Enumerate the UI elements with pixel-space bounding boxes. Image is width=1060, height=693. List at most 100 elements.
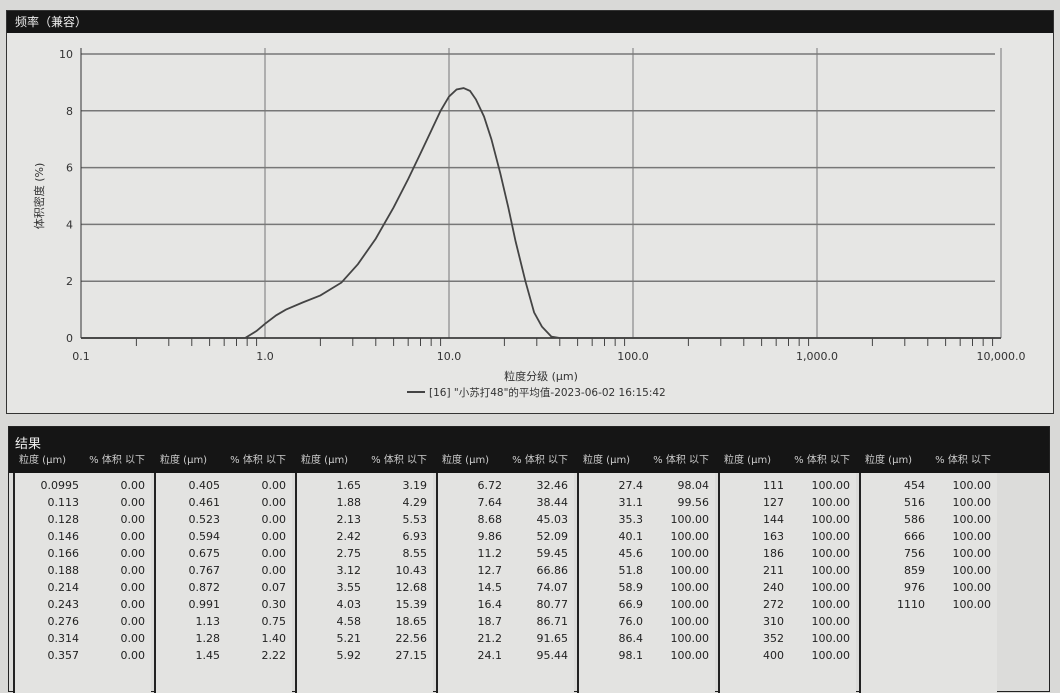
size-cell: 0.405 — [188, 479, 221, 492]
table-row: 756 100.00 — [861, 545, 997, 562]
size-cell: 12.7 — [477, 564, 503, 577]
volume-pct-cell: 74.07 — [536, 581, 569, 594]
table-row: 8.68 45.03 — [438, 511, 574, 528]
size-cell: 11.2 — [477, 547, 503, 560]
volume-pct-cell: 22.56 — [395, 632, 428, 645]
table-row: 211 100.00 — [720, 562, 856, 579]
pct-header: % 体积 以下 — [371, 455, 427, 466]
size-cell: 40.1 — [618, 530, 644, 543]
size-cell: 16.4 — [477, 598, 503, 611]
x-tick-label: 1,000.0 — [796, 350, 838, 363]
size-cell: 1110 — [897, 598, 925, 611]
volume-pct-cell: 0.00 — [120, 530, 146, 543]
volume-pct-cell: 100.00 — [811, 496, 851, 509]
size-cell: 1.65 — [336, 479, 362, 492]
size-cell: 0.0995 — [40, 479, 80, 492]
volume-pct-cell: 0.00 — [261, 564, 287, 577]
y-axis-label: 体积密度 (%) — [32, 163, 46, 230]
table-row: 186 100.00 — [720, 545, 856, 562]
volume-pct-cell: 4.29 — [402, 496, 428, 509]
size-header: 粒度 (μm) — [301, 455, 349, 466]
size-cell: 5.21 — [336, 632, 362, 645]
volume-pct-cell: 100.00 — [670, 598, 710, 611]
table-row: 45.6 100.00 — [579, 545, 715, 562]
table-row: 21.2 91.65 — [438, 630, 574, 647]
table-row: 454 100.00 — [861, 477, 997, 494]
volume-pct-cell: 15.39 — [395, 598, 428, 611]
size-cell: 3.55 — [336, 581, 362, 594]
column-group-header: 粒度 (μm) % 体积 以下 — [295, 449, 433, 473]
volume-pct-cell: 0.00 — [120, 615, 146, 628]
table-row: 58.9 100.00 — [579, 579, 715, 596]
volume-pct-cell: 100.00 — [952, 598, 992, 611]
chart-panel: 频率（兼容） 0 2 4 6 8 10 0.1 1.0 10.0 100.0 1,000.0 10,0… — [6, 10, 1054, 414]
table-row: 66.9 100.00 — [579, 596, 715, 613]
size-cell: 45.6 — [618, 547, 644, 560]
table-row: 5.21 22.56 — [297, 630, 433, 647]
table-row: 4.58 18.65 — [297, 613, 433, 630]
table-row: 0.146 0.00 — [15, 528, 151, 545]
size-cell: 2.75 — [336, 547, 362, 560]
volume-pct-cell: 100.00 — [952, 530, 992, 543]
size-header: 粒度 (μm) — [583, 455, 631, 466]
volume-pct-cell: 66.86 — [536, 564, 569, 577]
column-group-header: 粒度 (μm) % 体积 以下 — [436, 449, 574, 473]
volume-pct-cell: 100.00 — [670, 649, 710, 662]
pct-header: % 体积 以下 — [512, 455, 568, 466]
size-cell: 0.188 — [47, 564, 80, 577]
volume-pct-cell: 100.00 — [811, 479, 851, 492]
table-row: 0.276 0.00 — [15, 613, 151, 630]
table-row: 127 100.00 — [720, 494, 856, 511]
x-axis-label: 粒度分级 (μm) — [504, 369, 578, 383]
volume-pct-cell: 0.00 — [120, 564, 146, 577]
y-tick-label: 8 — [66, 105, 73, 118]
table-row: 2.42 6.93 — [297, 528, 433, 545]
results-column-group: 111 100.00 127 100.00 144 100.00 163 100.00 186 1… — [718, 473, 856, 693]
volume-pct-cell: 86.71 — [536, 615, 569, 628]
volume-pct-cell: 27.15 — [395, 649, 428, 662]
size-cell: 0.357 — [47, 649, 80, 662]
results-column-group: 0.0995 0.00 0.113 0.00 0.128 0.00 0.146 0.00 0.1… — [13, 473, 151, 693]
size-header: 粒度 (μm) — [724, 455, 772, 466]
size-cell: 1.88 — [336, 496, 362, 509]
y-tick-label: 6 — [66, 162, 73, 175]
x-tick-label: 1.0 — [256, 350, 274, 363]
table-row: 1.88 4.29 — [297, 494, 433, 511]
table-row: 1110 100.00 — [861, 596, 997, 613]
table-row: 16.4 80.77 — [438, 596, 574, 613]
table-row: 0.594 0.00 — [156, 528, 292, 545]
size-cell: 76.0 — [618, 615, 644, 628]
volume-pct-cell: 0.00 — [120, 547, 146, 560]
table-row: 11.2 59.45 — [438, 545, 574, 562]
table-row: 51.8 100.00 — [579, 562, 715, 579]
table-row: 859 100.00 — [861, 562, 997, 579]
results-column-group: 1.65 3.19 1.88 4.29 2.13 5.53 2.42 6.93 2.75 8.55… — [295, 473, 433, 693]
size-cell: 0.523 — [188, 513, 221, 526]
column-headers: 粒度 (μm) % 体积 以下 — [718, 449, 856, 473]
column-group-header: 粒度 (μm) % 体积 以下 — [154, 449, 292, 473]
size-cell: 0.214 — [47, 581, 80, 594]
volume-pct-cell: 0.07 — [261, 581, 287, 594]
table-row: 0.128 0.00 — [15, 511, 151, 528]
column-headers: 粒度 (μm) % 体积 以下 — [13, 449, 151, 473]
pct-header: % 体积 以下 — [794, 455, 850, 466]
table-row: 6.72 32.46 — [438, 477, 574, 494]
size-cell: 976 — [904, 581, 925, 594]
size-cell: 1.13 — [195, 615, 221, 628]
size-cell: 21.2 — [477, 632, 503, 645]
size-cell: 310 — [763, 615, 784, 628]
size-header: 粒度 (μm) — [19, 455, 67, 466]
size-cell: 2.42 — [336, 530, 362, 543]
table-row: 3.12 10.43 — [297, 562, 433, 579]
size-cell: 66.9 — [618, 598, 644, 611]
pct-header: % 体积 以下 — [653, 455, 709, 466]
volume-pct-cell: 100.00 — [952, 496, 992, 509]
size-cell: 0.872 — [188, 581, 221, 594]
table-row: 0.523 0.00 — [156, 511, 292, 528]
frequency-chart: 0 2 4 6 8 10 0.1 1.0 10.0 100.0 1,000.0 10,000.0 粒度分… — [32, 48, 1025, 399]
table-row: 0.113 0.00 — [15, 494, 151, 511]
table-row: 76.0 100.00 — [579, 613, 715, 630]
volume-pct-cell: 0.00 — [261, 496, 287, 509]
volume-pct-cell: 99.56 — [677, 496, 710, 509]
volume-pct-cell: 100.00 — [811, 564, 851, 577]
